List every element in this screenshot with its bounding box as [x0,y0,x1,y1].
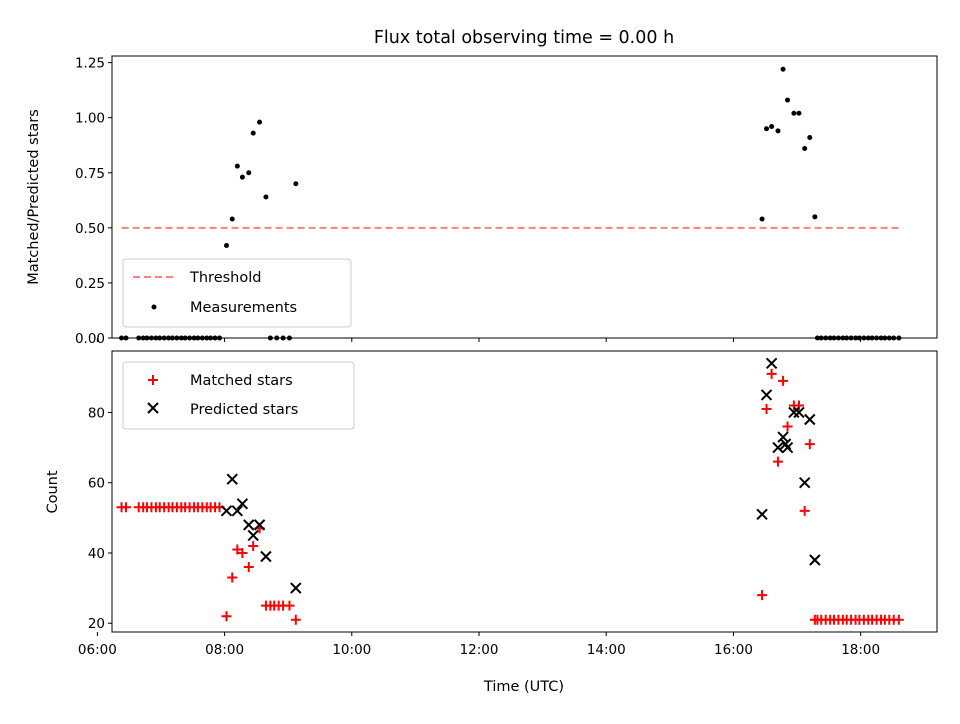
predicted-point [781,441,794,454]
predicted-legend-label: Predicted stars [190,402,298,418]
matched-point [284,600,295,611]
x-tick-label: 16:00 [714,642,753,658]
measurement-point [229,216,235,222]
predicted-point [226,473,238,485]
predicted-point [236,498,249,510]
chart-title: Flux total observing time = 0.00 h [374,28,674,48]
matched-point [227,572,238,583]
matched-legend-swatch [148,375,158,385]
ratio-y-tick-label: 0.25 [75,276,105,292]
ratio-panel: 0.00 0.25 0.50 0.75 1.00 1.25 Matched/Predict… [26,55,938,347]
matched-point [778,375,789,386]
ratio-y-tick-label: 0.50 [75,221,105,237]
predicted-point [756,508,768,521]
matched-point [248,540,259,551]
matched-point [893,614,904,625]
x-tick-label: 08:00 [205,642,244,658]
measurement-point [257,119,263,125]
measurement-point [764,126,770,132]
predicted-point [772,441,784,454]
count-legend: Matched stars Predicted stars [122,361,355,430]
count-y-tick-label: 80 [88,405,105,421]
threshold-legend-label: Threshold [189,270,261,286]
matched-legend-label: Matched stars [190,373,293,389]
measurement-point [791,110,797,116]
measurement-point [759,216,765,222]
x-tick-label: 18:00 [841,642,880,658]
matched-point [232,544,243,555]
x-tick-label: 14:00 [587,642,626,658]
measurement-point [239,174,245,180]
predicted-point [220,505,233,517]
x-axis-label: Time (UTC) [483,679,564,695]
predicted-point [788,406,800,419]
count-panel-frame [111,350,938,633]
predicted-point [260,550,272,563]
x-tick-label: 12:00 [460,642,499,658]
count-y-axis-label: Count [45,470,61,513]
matched-point [120,502,131,513]
ratio-y-tick-label: 1.00 [75,111,105,127]
count-y-tick-label: 60 [88,476,105,492]
measurement-point [234,163,240,169]
count-y-tick-label: 20 [88,616,105,632]
measurement-point [250,130,256,136]
predicted-point [243,519,255,531]
count-y-tick-label: 40 [88,546,105,562]
matched-point [772,456,783,467]
predicted-point [798,477,811,489]
ratio-y-tick-label: 0.75 [75,166,105,182]
predicted-point [247,529,259,542]
measurement-point [246,170,252,176]
matched-point [243,562,254,573]
matched-point [761,403,772,414]
predicted-legend-swatch [147,402,159,414]
count-legend-box [122,361,355,430]
predicted-point [760,389,773,401]
ratio-panel-frame [111,55,938,339]
predicted-point [804,413,816,426]
matched-point [221,611,232,622]
x-tick-label: 10:00 [332,642,371,658]
predicted-point [765,357,778,370]
ratio-legend: Threshold Measurements [122,258,352,328]
measurement-point [812,214,818,220]
x-tick-label: 06:00 [78,642,117,658]
matched-point [757,590,768,601]
measurement-point [263,194,269,200]
predicted-point [290,582,302,594]
predicted-point [793,406,805,419]
measurements-legend-swatch [151,304,157,310]
measurement-point [802,146,808,152]
matched-point [290,614,301,625]
measurement-point [775,128,781,134]
predicted-point [809,554,821,566]
predicted-point [231,505,244,517]
predicted-point [253,519,266,531]
ratio-y-tick-label: 0.00 [75,331,105,347]
matched-point [237,547,248,558]
ratio-y-axis-label: Matched/Predicted stars [26,109,42,285]
measurement-point [807,135,813,141]
ratio-legend-box [122,258,352,328]
measurement-point [223,242,229,248]
predicted-point [777,431,789,443]
matched-point [799,505,810,516]
count-panel: 20 40 60 80 06:00 08:00 10:00 12:00 14:00 16:00 18… [45,350,938,695]
measurement-point [293,181,299,187]
ratio-y-tick-label: 1.25 [75,56,105,72]
measurement-point [769,124,775,129]
measurements-legend-label: Measurements [190,300,297,316]
measurement-point [785,97,791,103]
matched-point [766,368,777,379]
measurement-point [796,110,802,116]
measurement-point [780,66,786,72]
matched-point [782,421,793,432]
matched-point [804,439,815,450]
